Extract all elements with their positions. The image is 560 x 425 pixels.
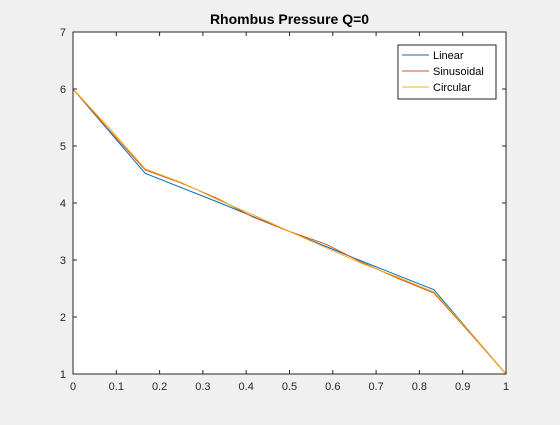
x-tick-label: 0.3 [195, 381, 210, 393]
axes-layer: 0 0.1 0.2 0.3 0.4 0.5 0.6 0.7 0.8 0.9 1 1 2 3 4 5 6 7 [60, 27, 509, 393]
legend-label-linear: Linear [433, 50, 464, 62]
legend-label-sinusoidal: Sinusoidal [433, 66, 484, 78]
y-tick-label: 5 [60, 141, 66, 153]
y-tick-label: 4 [60, 198, 66, 210]
x-tick-label: 0.6 [325, 381, 340, 393]
x-tick-label: 0.5 [282, 381, 297, 393]
chart-title: Rhombus Pressure Q=0 [210, 11, 369, 27]
x-tick-label: 0.4 [239, 381, 254, 393]
legend: Linear Sinusoidal Circular [397, 44, 497, 100]
series-line-circular [72, 88, 507, 375]
x-tick-label: 0 [70, 381, 76, 393]
y-tick-label: 3 [60, 255, 66, 267]
legend-box [397, 44, 497, 100]
y-tick-label: 1 [60, 369, 66, 381]
x-tick-label: 0.7 [368, 381, 383, 393]
x-tick-label: 1 [503, 381, 509, 393]
y-tick-label: 6 [60, 84, 66, 96]
legend-label-circular: Circular [433, 82, 471, 94]
y-tick-label: 2 [60, 312, 66, 324]
x-tick-label: 0.1 [109, 381, 124, 393]
series-layer [72, 88, 507, 375]
y-tick-label: 7 [60, 27, 66, 39]
x-tick-label: 0.2 [152, 381, 167, 393]
x-tick-label: 0.9 [455, 381, 470, 393]
x-tick-label: 0.8 [412, 381, 427, 393]
